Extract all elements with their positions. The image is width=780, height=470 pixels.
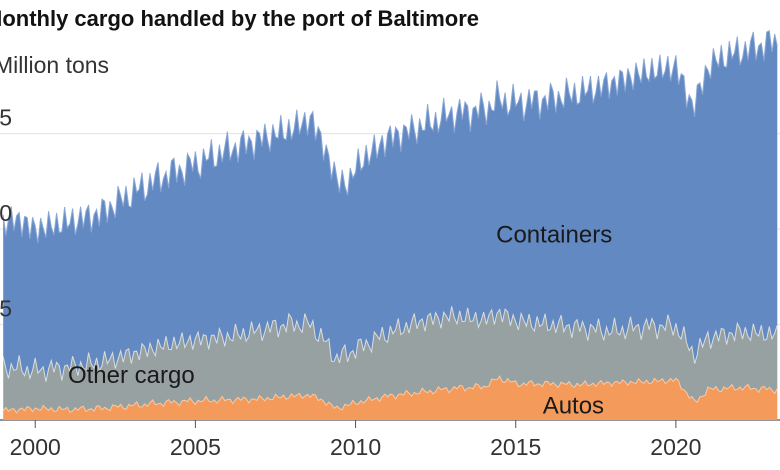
area-autos — [3, 376, 778, 420]
y-tick-label: 15 — [0, 105, 12, 131]
x-tick-label: 2020 — [650, 434, 701, 460]
y-tick-label: 5 — [0, 296, 12, 322]
y-axis-unit-label: Million tons — [0, 52, 110, 78]
area-edge-other-cargo — [2, 306, 778, 382]
series-labels: Autos Other cargo Containers — [68, 221, 612, 419]
x-tick-label: 2010 — [330, 434, 381, 460]
y-tick-label: 10 — [0, 200, 12, 226]
area-edge-autos — [2, 375, 778, 414]
area-edge-containers — [2, 30, 778, 244]
x-tick-label: 2015 — [490, 434, 541, 460]
chart-title: Monthly cargo handled by the port of Bal… — [0, 6, 480, 31]
series-label-autos: Autos — [543, 392, 604, 419]
x-tick-label: 2000 — [10, 434, 61, 460]
area-other-cargo — [3, 306, 778, 413]
series-label-other-cargo: Other cargo — [68, 362, 195, 389]
area-containers — [3, 30, 778, 382]
series-label-containers: Containers — [496, 221, 612, 248]
area-series — [2, 30, 778, 420]
x-tick-label: 2005 — [170, 434, 221, 460]
x-axis: 5 10 15 2000 2005 2010 2015 2020 — [0, 105, 701, 460]
